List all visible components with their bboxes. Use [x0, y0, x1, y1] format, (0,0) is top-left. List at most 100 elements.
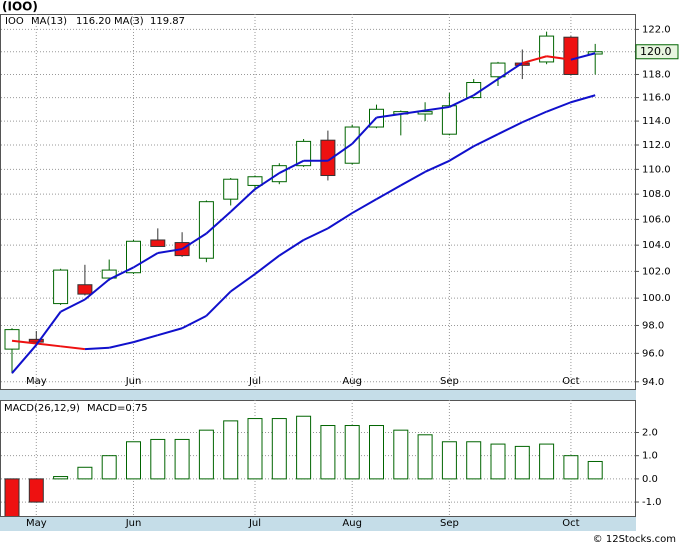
y-tick-label: 118.0	[642, 69, 671, 80]
y-tick-label: 96.0	[642, 348, 664, 359]
macd-bar	[4, 478, 20, 516]
legend-value: 119.87	[150, 16, 185, 27]
y-tick-label: 116.0	[642, 93, 671, 104]
x-tick-label: Jul	[248, 376, 261, 387]
ma-line	[570, 94, 596, 104]
ma-line	[254, 172, 280, 190]
macd-bar	[150, 438, 166, 480]
ma-line	[400, 109, 426, 115]
axis-band	[0, 516, 636, 531]
macd-bar	[247, 418, 263, 480]
macd-bar	[539, 443, 555, 480]
ma-line	[11, 344, 38, 374]
ma-line	[60, 345, 86, 351]
ma-line	[36, 342, 61, 348]
ma-line	[424, 105, 450, 112]
x-tick-label: Jun	[125, 518, 142, 529]
ma-line	[327, 142, 353, 162]
ma-line	[181, 232, 207, 250]
legend-value: 116.20	[76, 16, 111, 27]
macd-bar	[126, 441, 141, 480]
candle-body	[198, 201, 214, 259]
candle-body	[296, 140, 312, 167]
macd-bar	[296, 415, 312, 480]
ma-line	[108, 341, 134, 349]
candle-body	[320, 139, 336, 177]
x-tick-label: Sep	[440, 376, 459, 387]
ma-line	[132, 252, 159, 269]
price-panel	[0, 14, 636, 390]
x-tick-label: Jun	[125, 376, 142, 387]
candle-body	[53, 269, 69, 305]
macd-bar	[563, 455, 579, 480]
ma-line	[84, 346, 110, 351]
y-tick-label: 106.0	[642, 214, 671, 225]
macd-bar	[53, 476, 69, 480]
ma-line	[205, 211, 232, 235]
y-tick-label: 102.0	[642, 266, 671, 277]
x-tick-label: May	[26, 518, 47, 529]
ma-line	[424, 159, 450, 173]
candle-body	[490, 62, 506, 78]
y-tick-label: -1.0	[642, 497, 662, 508]
x-tick-label: Oct	[562, 518, 579, 529]
macd-bar	[344, 425, 360, 480]
x-tick-label: Aug	[342, 518, 362, 529]
ma-line	[205, 290, 232, 317]
ma-line	[108, 266, 134, 281]
ma-line	[400, 170, 426, 187]
x-tick-label: May	[26, 376, 47, 387]
ma-line	[84, 278, 110, 301]
candle-body	[441, 105, 457, 135]
candle-body	[344, 126, 360, 164]
ma-line	[254, 254, 280, 275]
macd-name: MACD(26,12,9)	[4, 403, 80, 414]
x-tick-label: Jul	[248, 518, 261, 529]
ma-line	[497, 62, 523, 80]
ma-line	[278, 159, 305, 174]
macd-bar	[198, 429, 214, 480]
macd-bar	[174, 438, 190, 480]
macd-bar	[223, 420, 239, 480]
y-tick-label: 2.0	[642, 427, 658, 438]
ma-line	[278, 239, 305, 257]
last-price-label: 120.0	[640, 45, 672, 58]
ma-line	[497, 121, 523, 136]
chart-title: (IOO)	[2, 0, 38, 14]
ma-line	[230, 273, 256, 293]
ma-line	[11, 339, 37, 345]
ma-line	[303, 227, 329, 241]
ma-line	[157, 248, 183, 254]
macd-bar	[417, 434, 433, 480]
macd-bar	[28, 478, 44, 503]
ma-line	[35, 311, 62, 346]
ma-line	[181, 314, 207, 330]
x-tick-label: Sep	[440, 518, 459, 529]
candle-body	[247, 176, 263, 186]
ma-line	[157, 327, 183, 337]
plot-area	[1, 400, 635, 516]
y-tick-label: 114.0	[642, 116, 671, 127]
ma-line	[546, 101, 572, 113]
macd-bar	[101, 455, 117, 480]
ma-line	[230, 188, 256, 213]
macd-bar	[77, 466, 93, 480]
ma-line	[473, 133, 499, 148]
x-tick-label: Oct	[562, 376, 579, 387]
y-tick-label: 100.0	[642, 293, 671, 304]
footer: © 12Stocks.com	[593, 534, 676, 545]
y-tick-label: 94.0	[642, 377, 664, 388]
ma-line	[546, 55, 572, 61]
y-tick-label: 110.0	[642, 164, 671, 175]
ma-line	[448, 145, 475, 162]
separator-band	[0, 389, 636, 400]
candle-body	[4, 329, 20, 350]
ma-line	[351, 116, 378, 145]
candle-body	[223, 178, 239, 200]
y-tick-label: 104.0	[642, 240, 671, 251]
macd-bar	[320, 425, 336, 480]
ma-line	[448, 94, 475, 108]
candle-body	[150, 239, 166, 247]
macd-bar	[466, 441, 482, 480]
